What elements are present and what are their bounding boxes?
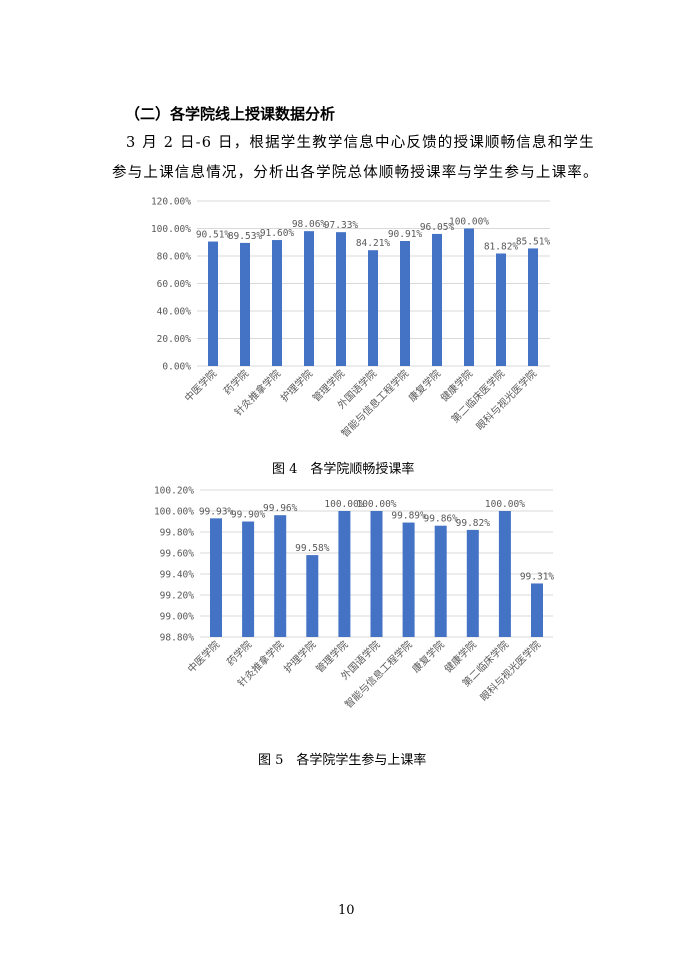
bar bbox=[400, 240, 410, 366]
x-tick-label: 康复学院 bbox=[406, 367, 443, 404]
bar bbox=[498, 511, 511, 637]
paragraph-line-2: 参与上课信息情况，分析出各学院总体顺畅授课率与学生参与上课率。 bbox=[112, 165, 599, 181]
bar bbox=[466, 529, 479, 637]
bar bbox=[531, 583, 543, 637]
x-tick-label: 中医学院 bbox=[182, 367, 219, 404]
y-tick-label: 99.40% bbox=[160, 570, 195, 581]
bar bbox=[272, 240, 282, 366]
x-tick-label: 药学院 bbox=[224, 638, 254, 668]
bar bbox=[240, 242, 250, 366]
y-tick-label: 98.80% bbox=[160, 633, 195, 644]
bar bbox=[274, 515, 287, 637]
data-label: 96.05% bbox=[420, 222, 455, 233]
page-number: 10 bbox=[338, 903, 355, 918]
data-label: 81.82% bbox=[484, 241, 519, 252]
figure-caption-fig5: 图 5 各学院学生参与上课率 bbox=[258, 753, 427, 768]
data-label: 100.00% bbox=[356, 499, 396, 510]
y-tick-label: 40.00% bbox=[157, 307, 192, 318]
bar bbox=[528, 248, 538, 366]
bar bbox=[370, 511, 383, 637]
data-label: 84.21% bbox=[356, 238, 391, 249]
chart-fig4: 0.00% 20.00% 40.00% 60.00% 80.00% 100.00% 120.… bbox=[151, 197, 551, 440]
x-tick-label: 中医学院 bbox=[185, 638, 222, 675]
y-tick-label: 99.20% bbox=[160, 591, 195, 602]
bar bbox=[242, 521, 255, 637]
bar bbox=[464, 228, 474, 366]
y-tick-label: 100.00% bbox=[151, 224, 191, 235]
bar bbox=[434, 525, 447, 637]
y-tick-label: 60.00% bbox=[157, 279, 192, 290]
data-label: 99.31% bbox=[520, 571, 555, 582]
y-tick-label: 80.00% bbox=[157, 252, 192, 263]
y-tick-label: 99.60% bbox=[160, 549, 195, 560]
data-label: 97.33% bbox=[324, 220, 359, 231]
y-tick-label: 100.20% bbox=[154, 486, 194, 497]
data-label: 99.86% bbox=[424, 514, 459, 525]
bar bbox=[208, 241, 218, 366]
bar bbox=[336, 232, 346, 366]
data-label: 91.60% bbox=[260, 228, 295, 239]
y-tick-label: 100.00% bbox=[154, 507, 194, 518]
bar bbox=[496, 253, 506, 366]
data-label: 98.06% bbox=[292, 219, 327, 230]
figure-caption-fig4: 图 4 各学院顺畅授课率 bbox=[272, 462, 415, 477]
section-heading: （二）各学院线上授课数据分析 bbox=[125, 105, 336, 123]
y-tick-label: 20.00% bbox=[157, 334, 192, 345]
data-label: 99.93% bbox=[199, 506, 234, 517]
chart-fig5: 98.80% 99.00% 99.20% 99.40% 99.60% 99.80% 100.… bbox=[154, 486, 555, 711]
data-label: 85.51% bbox=[516, 236, 551, 247]
x-tick-label: 护理学院 bbox=[278, 367, 315, 404]
y-tick-label: 120.00% bbox=[151, 197, 191, 208]
x-tick-label: 护理学院 bbox=[281, 638, 318, 675]
data-label: 100.00% bbox=[324, 499, 364, 510]
bar bbox=[304, 231, 314, 366]
data-label: 89.53% bbox=[228, 231, 263, 242]
x-tick-label: 药学院 bbox=[221, 367, 251, 397]
x-tick-label: 康复学院 bbox=[409, 638, 446, 675]
data-label: 100.00% bbox=[485, 499, 525, 510]
y-tick-label: 99.00% bbox=[160, 612, 195, 623]
bar bbox=[210, 518, 222, 637]
data-label: 99.89% bbox=[391, 511, 426, 522]
y-tick-label: 99.80% bbox=[160, 528, 195, 539]
bar bbox=[432, 233, 442, 366]
y-tick-label: 0.00% bbox=[162, 362, 191, 373]
data-label: 99.82% bbox=[456, 518, 491, 529]
paragraph-line-1: 3 月 2 日-6 日，根据学生教学信息中心反馈的授课顺畅信息和学生 bbox=[126, 135, 595, 151]
data-label: 100.00% bbox=[449, 217, 489, 228]
data-label: 99.96% bbox=[263, 503, 298, 514]
bar bbox=[368, 250, 378, 366]
data-label: 99.90% bbox=[231, 510, 266, 521]
data-label: 90.51% bbox=[196, 230, 231, 241]
data-label: 90.91% bbox=[388, 229, 423, 240]
data-label: 99.58% bbox=[295, 543, 330, 554]
bar bbox=[338, 511, 351, 637]
bar bbox=[306, 555, 319, 637]
bar bbox=[402, 522, 415, 637]
